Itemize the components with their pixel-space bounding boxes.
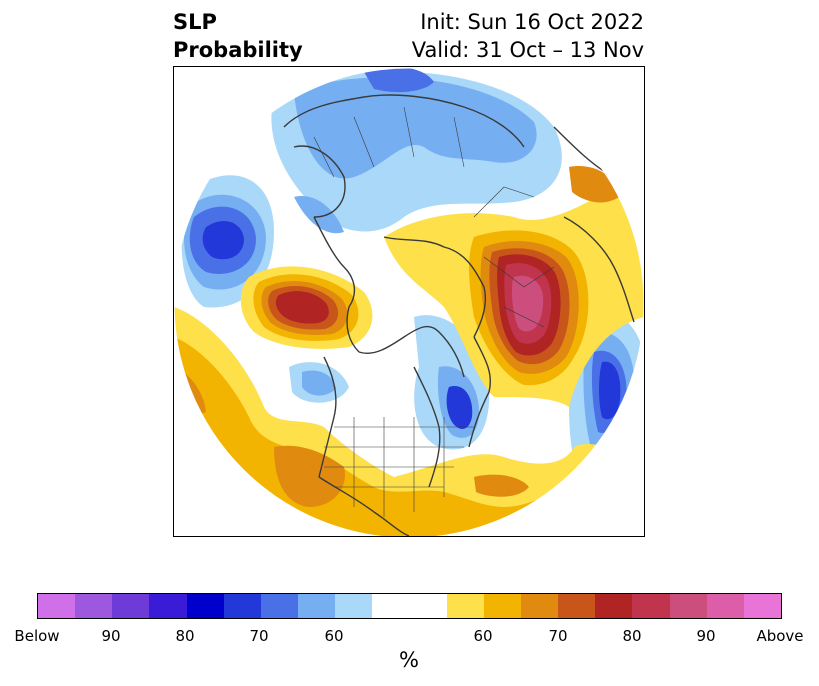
colorbar-labels: Below 90 80 70 60 60 70 80 90 Above [0, 627, 819, 647]
cb-label-below-90: 90 [101, 627, 121, 645]
colorbar-segment [75, 594, 113, 618]
arctic-low-strong [364, 68, 434, 93]
hudson-low-deep [446, 386, 473, 429]
colorbar-segment [521, 594, 559, 618]
probability-map [173, 66, 645, 537]
title-type: Probability [173, 38, 303, 62]
south-high-orange [274, 445, 345, 507]
colorbar-segment [223, 594, 261, 618]
colorbar-segment [558, 594, 596, 618]
gulf-high-red [275, 291, 329, 324]
colorbar-segment [632, 594, 670, 618]
colorbar-segment [483, 594, 522, 618]
colorbar-segment [149, 594, 187, 618]
cb-label-below-80: 80 [175, 627, 195, 645]
east-low-deep [599, 361, 621, 420]
nw-low-deep [202, 220, 244, 260]
colorbar-segment [669, 594, 707, 618]
cb-label-above-60: 60 [473, 627, 493, 645]
colorbar-unit: % [399, 648, 419, 672]
cb-label-above-90: 90 [696, 627, 716, 645]
probability-colorbar [37, 593, 782, 619]
colorbar-segment [186, 594, 224, 618]
south-high-mid [174, 337, 554, 536]
valid-range: Valid: 31 Oct – 13 Nov [411, 38, 644, 62]
cb-label-above-80: 80 [622, 627, 642, 645]
colorbar-segment [595, 594, 633, 618]
colorbar-segment [260, 594, 299, 618]
cb-label-below-60: 60 [324, 627, 344, 645]
colorbar-segment [706, 594, 744, 618]
cb-label-above-70: 70 [548, 627, 568, 645]
colorbar-segment [743, 594, 782, 618]
above-normal-regions [174, 166, 644, 536]
map-svg [174, 67, 644, 536]
cb-label-below-70: 70 [249, 627, 269, 645]
arctic-low-mid2 [294, 196, 344, 234]
colorbar-segment [446, 594, 484, 618]
cb-label-above: Above [756, 627, 804, 645]
colorbar-segment [372, 594, 447, 618]
coastlines [283, 94, 644, 536]
colorbar-segment [298, 594, 336, 618]
cb-label-below: Below [14, 627, 60, 645]
map-dates: Init: Sun 16 Oct 2022 Valid: 31 Oct – 13… [412, 8, 644, 64]
europe-high-pink [512, 275, 544, 332]
south-high-orange2 [474, 474, 529, 497]
borders [313, 106, 555, 517]
init-date: Init: Sun 16 Oct 2022 [420, 10, 644, 34]
map-outline [174, 67, 644, 536]
title-variable: SLP [173, 10, 217, 34]
colorbar-segment [38, 594, 76, 618]
colorbar-segment [112, 594, 150, 618]
map-title: SLP Probability [173, 8, 303, 64]
colorbar-segment [335, 594, 373, 618]
arctic-low-mid [294, 77, 537, 179]
central-low-mid [302, 370, 336, 396]
